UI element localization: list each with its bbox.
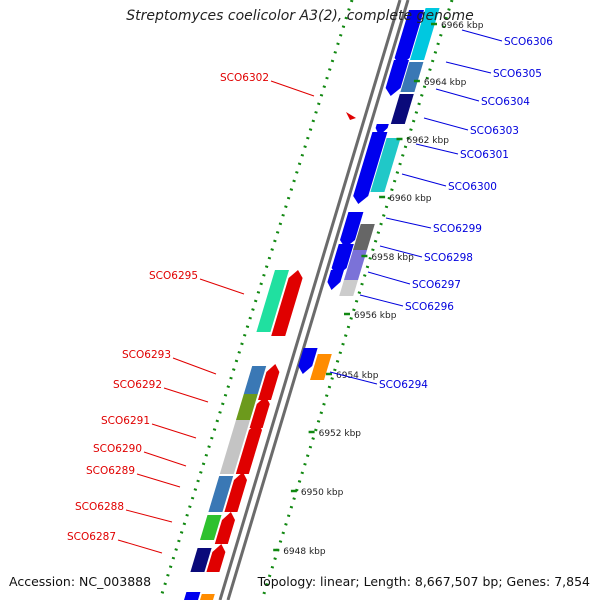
gene-leader-line <box>367 271 411 285</box>
reverse-gene-segment <box>344 250 367 280</box>
genome-summary-text: Topology: linear; Length: 8,667,507 bp; … <box>257 574 590 589</box>
reverse-gene-segment <box>394 10 424 66</box>
gene-leader-line <box>172 357 217 375</box>
gene-label-sco6294: SCO6294 <box>379 379 428 391</box>
forward-gene-segment <box>200 594 215 600</box>
axis-tick-label: 6958 kbp <box>371 253 414 263</box>
forward-gene-track <box>184 112 356 600</box>
gene-label-sco6303: SCO6303 <box>470 125 519 137</box>
map-title: Streptomyces coelicolor A3(2), complete … <box>126 8 474 24</box>
accession-text: Accession: NC_003888 <box>9 574 152 589</box>
gene-label-sco6301: SCO6301 <box>460 149 509 161</box>
reverse-gene-segment <box>400 62 424 92</box>
gene-label-sco6304: SCO6304 <box>481 96 530 108</box>
gene-label-sco6291: SCO6291 <box>101 415 150 427</box>
forward-gene-segment <box>271 270 303 336</box>
sco6302-marker <box>346 112 356 120</box>
gene-label-sco6287: SCO6287 <box>67 531 116 543</box>
reverse-gene-segment <box>370 138 401 192</box>
gene-leader-line <box>151 423 197 439</box>
gene-label-sco6295: SCO6295 <box>149 270 198 282</box>
forward-gene-segment <box>190 548 212 572</box>
genome-backbone-outer <box>218 0 402 601</box>
axis-ticks: 6948 kbp 6950 kbp 6952 kbp 6954 kbp 6956 kbp… <box>273 21 484 557</box>
forward-gene-segment <box>224 472 247 512</box>
forward-gene-segment <box>184 592 201 600</box>
gene-label-sco6298: SCO6298 <box>424 252 473 264</box>
axis-tick-label: 6952 kbp <box>319 429 362 439</box>
reverse-gene-segment <box>353 224 375 250</box>
genome-backbone-inner <box>226 0 410 601</box>
gene-label-sco6299: SCO6299 <box>433 223 482 235</box>
axis-tick-label: 6950 kbp <box>301 488 344 498</box>
reverse-gene-segment <box>340 212 364 248</box>
forward-gene-segment <box>208 476 234 512</box>
gene-label-sco6292: SCO6292 <box>113 379 162 391</box>
gene-leader-line <box>136 473 181 488</box>
gene-leader-line <box>423 117 469 131</box>
forward-gene-segment <box>256 270 289 332</box>
reverse-gene-segment <box>298 348 318 374</box>
axis-tick-label: 6960 kbp <box>389 194 432 204</box>
gene-leader-line <box>117 539 163 554</box>
gene-leader-line <box>199 278 245 295</box>
gene-leader-line <box>379 245 423 258</box>
forward-gene-segment <box>206 544 226 572</box>
axis-tick-label: 6966 kbp <box>441 21 484 31</box>
reverse-gene-segment <box>331 244 354 276</box>
gene-leader-line <box>385 217 432 229</box>
gene-leader-line <box>415 143 459 155</box>
gene-leader-line <box>270 80 315 97</box>
reverse-gene-segment <box>390 94 414 124</box>
forward-gene-segment <box>200 515 222 540</box>
reverse-gene-segment <box>385 60 409 96</box>
forward-gene-segment <box>214 512 235 544</box>
gene-leader-line <box>143 451 187 467</box>
reverse-gene-segment <box>339 280 358 296</box>
gene-label-sco6293: SCO6293 <box>122 349 171 361</box>
gene-label-sco6288: SCO6288 <box>75 501 124 513</box>
gene-leader-line <box>163 387 209 403</box>
gene-labels: SCO6287 SCO6288 SCO6289 SCO6290 SCO6291 SCO62… <box>67 29 553 554</box>
reverse-gene-track <box>298 8 440 380</box>
gene-label-sco6289: SCO6289 <box>86 465 135 477</box>
gene-leader-line <box>125 509 173 523</box>
gene-leader-line <box>329 371 378 385</box>
gene-leader-line <box>461 29 503 42</box>
axis-tick-label: 6962 kbp <box>407 136 450 146</box>
axis-tick-label: 6964 kbp <box>424 78 467 88</box>
gene-leader-line <box>445 61 492 74</box>
gene-leader-line <box>359 294 404 307</box>
forward-gene-segment <box>235 422 262 474</box>
gene-label-sco6306: SCO6306 <box>504 36 553 48</box>
gene-leader-line <box>435 88 480 102</box>
gene-label-sco6305: SCO6305 <box>493 68 542 80</box>
reverse-gene-segment <box>410 8 440 60</box>
gene-leader-line <box>401 173 447 187</box>
forward-gene-segment <box>219 420 250 474</box>
axis-tick-label: 6948 kbp <box>283 547 326 557</box>
gene-label-sco6300: SCO6300 <box>448 181 497 193</box>
reverse-gene-segment <box>327 270 344 290</box>
forward-gene-segment <box>243 366 267 394</box>
axis-tick-label: 6956 kbp <box>354 311 397 321</box>
forward-gene-segment <box>236 394 258 420</box>
reverse-gene-segment <box>310 354 332 380</box>
gene-label-sco6290: SCO6290 <box>93 443 142 455</box>
forward-gene-segment <box>249 396 270 428</box>
forward-gene-segment <box>258 364 280 400</box>
gene-label-sco6302: SCO6302 <box>220 72 269 84</box>
gene-label-sco6297: SCO6297 <box>412 279 461 291</box>
gene-label-sco6296: SCO6296 <box>405 301 454 313</box>
axis-tick-label: 6954 kbp <box>336 371 379 381</box>
reverse-gene-segment <box>353 132 388 204</box>
